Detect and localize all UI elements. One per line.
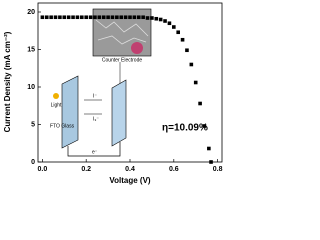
marker xyxy=(75,15,80,20)
marker xyxy=(106,15,110,20)
marker xyxy=(110,15,115,20)
y-tick-label: 20 xyxy=(27,9,35,16)
x-tick-label: 0.6 xyxy=(169,166,179,173)
marker xyxy=(128,15,132,20)
marker xyxy=(209,160,213,164)
sem-texture xyxy=(95,19,149,45)
annotation: η=10.09% xyxy=(162,123,208,134)
marker xyxy=(136,15,141,20)
arrows xyxy=(84,99,102,115)
marker xyxy=(158,17,163,22)
marker xyxy=(101,15,106,20)
inset-label: FTO Glass xyxy=(50,123,75,129)
marker xyxy=(189,62,194,67)
circuit xyxy=(67,142,121,157)
marker xyxy=(154,16,159,21)
chart: Counter Electrode Light FTO Glass I⁻ I₃⁻… xyxy=(3,2,223,185)
inset-label: Light xyxy=(51,102,62,108)
marker xyxy=(198,101,202,106)
x-tick-label: 0.4 xyxy=(125,166,135,173)
marker xyxy=(49,15,53,20)
x-axis-label: Voltage (V) xyxy=(109,176,151,185)
marker xyxy=(93,15,97,20)
marker xyxy=(163,19,167,23)
fto-glass xyxy=(61,75,79,149)
marker xyxy=(123,15,128,20)
marker xyxy=(115,15,119,20)
marker xyxy=(141,15,145,20)
marker xyxy=(167,21,172,26)
marker xyxy=(185,48,189,53)
y-tick-label: 15 xyxy=(27,46,35,53)
x-tick-label: 0.8 xyxy=(213,166,223,173)
marker xyxy=(145,16,150,20)
marker xyxy=(193,80,198,85)
marker xyxy=(58,15,62,20)
x-tick-label: 0.2 xyxy=(81,166,91,173)
inset-label: Counter Electrode xyxy=(102,57,143,63)
marker xyxy=(62,15,67,20)
marker xyxy=(172,25,176,29)
counter-electrode xyxy=(111,79,127,147)
y-axis-label: Current Density (mA cm⁻²) xyxy=(3,31,12,132)
marker xyxy=(44,15,49,20)
marker xyxy=(97,15,102,20)
marker xyxy=(207,146,211,151)
marker xyxy=(176,30,180,35)
sun xyxy=(53,93,59,99)
sem-inset xyxy=(131,42,143,54)
y-tick-label: 10 xyxy=(27,84,35,91)
y-tick-label: 5 xyxy=(31,121,35,128)
marker xyxy=(202,124,207,128)
marker xyxy=(40,15,45,20)
marker xyxy=(66,15,71,20)
marker xyxy=(53,15,58,20)
inset: Counter Electrode Light FTO Glass I⁻ I₃⁻… xyxy=(50,8,152,157)
marker xyxy=(88,15,93,20)
marker xyxy=(132,15,137,20)
inset-label: e⁻ xyxy=(92,149,98,155)
marker xyxy=(84,15,88,20)
marker xyxy=(80,15,84,20)
inset-label: I⁻ xyxy=(93,93,97,99)
y-tick-label: 0 xyxy=(31,159,35,166)
x-tick-label: 0.0 xyxy=(38,166,48,173)
inset-label: I₃⁻ xyxy=(93,116,99,122)
marker xyxy=(180,37,185,42)
marker xyxy=(119,15,124,20)
marker xyxy=(150,16,154,20)
marker xyxy=(71,15,75,20)
